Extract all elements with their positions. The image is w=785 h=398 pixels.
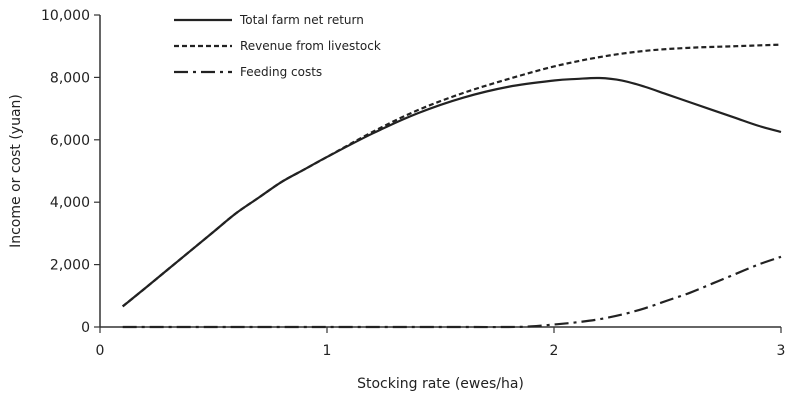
series-line-feeding-costs	[122, 255, 782, 329]
legend-label: Revenue from livestock	[240, 39, 381, 53]
legend-item-revenue-from-livestock: Revenue from livestock	[174, 39, 381, 53]
series-line-revenue-from-livestock	[122, 43, 782, 308]
legend-label: Feeding costs	[240, 65, 322, 79]
y-tick-label: 0	[81, 320, 90, 336]
x-tick-label: 3	[777, 343, 785, 359]
x-tick-label: 1	[323, 343, 332, 359]
legend-item-feeding-costs: Feeding costs	[174, 65, 322, 79]
series-line-total-farm-net-return	[122, 76, 782, 308]
legend-item-total-farm-net-return: Total farm net return	[174, 13, 364, 27]
ticks: 0 2,000 4,000 6,000 8,000 10,000 0 1 2 3	[41, 8, 785, 359]
axes	[99, 15, 781, 328]
y-tick-label: 4,000	[50, 195, 90, 211]
x-tick-label: 0	[96, 343, 105, 359]
y-tick-label: 10,000	[41, 8, 90, 24]
legend: Total farm net return Revenue from livest…	[174, 13, 381, 79]
y-axis-label: Income or cost (yuan)	[8, 94, 24, 248]
legend-label: Total farm net return	[239, 13, 364, 27]
x-tick-label: 2	[550, 343, 559, 359]
y-tick-label: 8,000	[50, 70, 90, 86]
x-axis-label: Stocking rate (ewes/ha)	[357, 376, 524, 392]
y-tick-label: 6,000	[50, 133, 90, 149]
y-tick-label: 2,000	[50, 258, 90, 274]
series	[122, 43, 782, 329]
